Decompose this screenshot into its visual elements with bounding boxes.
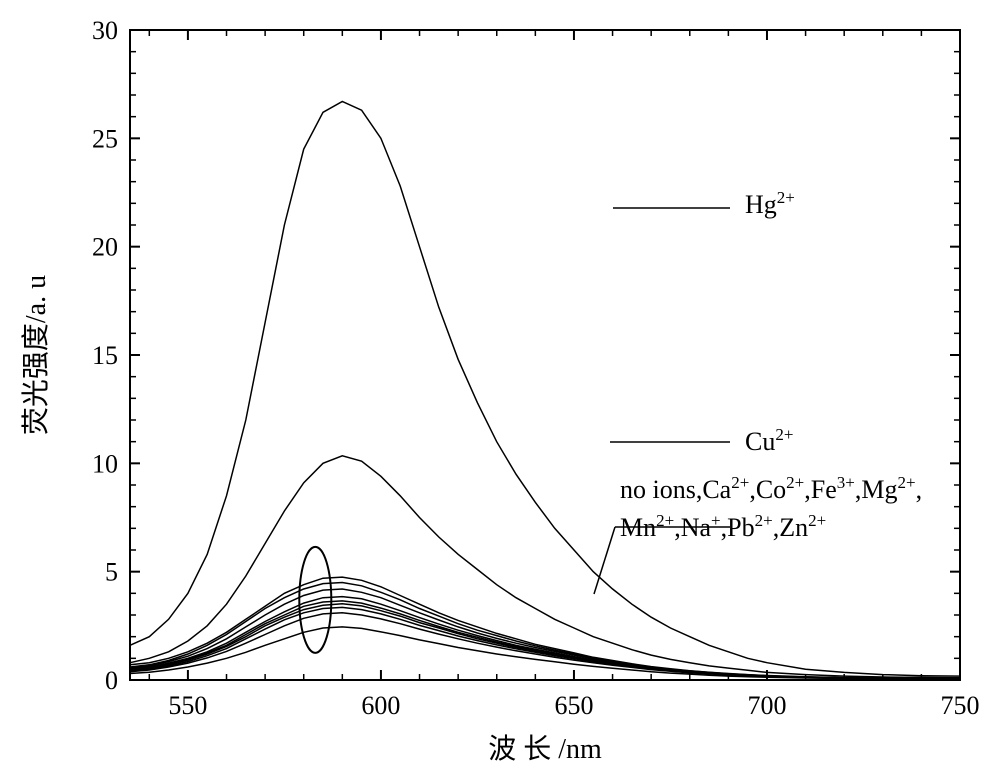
svg-text:波 长 /nm: 波 长 /nm — [488, 733, 602, 765]
label-other-ions: no ions,Ca2+,Co2+,Fe3+,Mg2+, — [620, 473, 922, 504]
svg-text:5: 5 — [105, 558, 118, 587]
chart-container: 550 600 650 700 750 0 5 10 15 20 25 30 波 长 /nm 荧光强度/a… — [0, 0, 1000, 776]
series-bg4 — [130, 597, 960, 679]
svg-text:30: 30 — [92, 16, 118, 45]
series-bg7 — [130, 607, 960, 679]
fluorescence-chart: 550 600 650 700 750 0 5 10 15 20 25 30 波 长 /nm 荧光强度/a… — [0, 0, 1000, 776]
svg-text:550: 550 — [168, 691, 207, 720]
label-hg: Hg2+ — [745, 188, 795, 219]
svg-text:15: 15 — [92, 341, 118, 370]
svg-text:750: 750 — [941, 691, 980, 720]
series-bg2 — [130, 583, 960, 679]
label-other-ions: Mn2+,Na+,Pb2+,Zn2+ — [620, 511, 826, 542]
label-cu: Cu2+ — [745, 425, 793, 456]
svg-text:25: 25 — [92, 124, 118, 153]
svg-text:10: 10 — [92, 449, 118, 478]
svg-text:650: 650 — [554, 691, 593, 720]
series-Hg2+ — [130, 102, 960, 677]
svg-text:20: 20 — [92, 233, 118, 262]
svg-text:0: 0 — [105, 666, 118, 695]
svg-text:荧光强度/a. u: 荧光强度/a. u — [20, 275, 52, 435]
svg-text:700: 700 — [747, 691, 786, 720]
svg-text:600: 600 — [361, 691, 400, 720]
